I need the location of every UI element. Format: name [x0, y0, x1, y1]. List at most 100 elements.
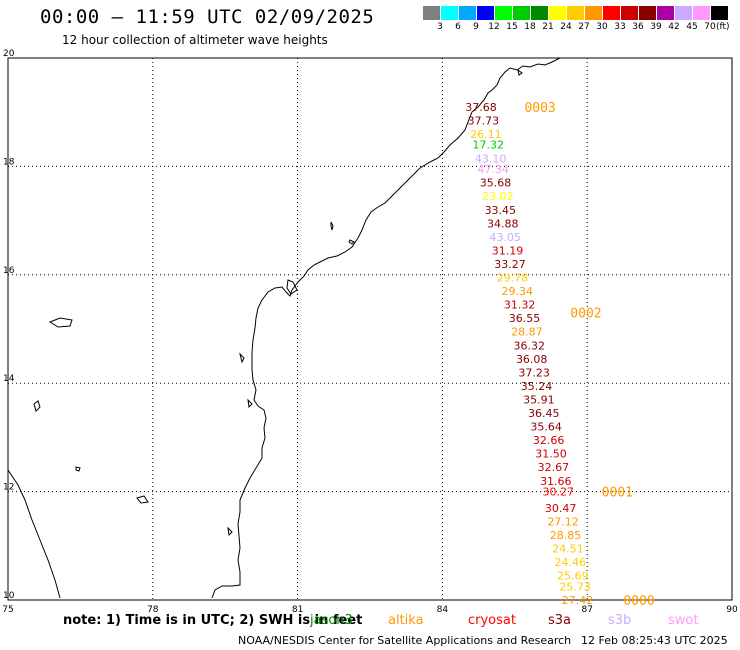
island-west-2	[33, 400, 41, 412]
wave-height-label: 31.32	[504, 299, 536, 312]
scale-label: 70	[704, 22, 716, 32]
y-tick-label: 18	[3, 157, 15, 167]
wave-height-label: 37.23	[518, 366, 550, 379]
wave-height-label: 30.27	[542, 486, 574, 499]
island-1	[330, 221, 334, 231]
wave-height-label: 31.66	[540, 475, 572, 488]
page-subtitle: 12 hour collection of altimeter wave hei…	[62, 33, 328, 47]
wave-height-label: 29.78	[497, 272, 529, 285]
island-west-4	[136, 495, 149, 504]
scale-swatch	[423, 6, 440, 20]
wave-height-label: 35.64	[530, 421, 562, 434]
wave-height-label: 43.10	[475, 152, 507, 165]
wave-height-label: 32.67	[538, 461, 570, 474]
island-7	[517, 68, 523, 76]
scale-unit: (ft)	[716, 22, 730, 32]
wave-height-label: 29.34	[501, 285, 533, 298]
island-6	[227, 526, 233, 537]
track-number-label: 0003	[524, 101, 555, 116]
scale-swatch	[693, 6, 710, 20]
satellite-s3b: s3b	[608, 613, 632, 628]
coastline	[7, 57, 561, 599]
wave-height-label: 31.50	[535, 448, 567, 461]
scale-label: 9	[473, 22, 479, 32]
island-3	[286, 279, 298, 295]
y-tick-label: 20	[3, 49, 15, 59]
scale-label: 42	[668, 22, 680, 32]
scale-label: 33	[614, 22, 626, 32]
wave-height-label: 36.45	[528, 407, 560, 420]
coastline-main	[211, 57, 561, 599]
island-west-3	[75, 466, 81, 472]
wave-height-label: 36.55	[509, 312, 541, 325]
scale-swatch	[477, 6, 494, 20]
wave-height-label: 27.42	[562, 594, 594, 607]
scale-swatch	[441, 6, 458, 20]
scale-swatch	[495, 6, 512, 20]
scale-label: 30	[596, 22, 608, 32]
scale-label: 39	[650, 22, 662, 32]
wave-height-label: 24.51	[552, 543, 584, 556]
wave-height-label: 37.68	[465, 101, 497, 114]
scale-swatch	[585, 6, 602, 20]
scale-label: 36	[632, 22, 644, 32]
island-2	[348, 239, 355, 245]
x-tick-label: 75	[2, 605, 13, 615]
wave-height-label: 35.68	[480, 177, 512, 190]
scale-label: 21	[542, 22, 554, 32]
wave-height-label: 27.12	[547, 515, 579, 528]
wave-height-label: 28.85	[550, 529, 582, 542]
satellite-s3a: s3a	[548, 613, 572, 628]
scale-swatch	[657, 6, 674, 20]
track-number-label: 0002	[570, 307, 601, 322]
wave-height-label: 30.47	[545, 502, 577, 515]
scale-swatch	[567, 6, 584, 20]
wave-height-label: 31.19	[492, 244, 524, 257]
scale-label: 3	[437, 22, 443, 32]
x-tick-label: 84	[437, 605, 449, 615]
wave-height-label: 26.11	[470, 128, 502, 141]
scale-label: 27	[578, 22, 590, 32]
scale-swatch	[675, 6, 692, 20]
page-title: 00:00 — 11:59 UTC 02/09/2025	[40, 6, 375, 28]
wave-height-label: 34.88	[487, 217, 519, 230]
satellite-jason3: jason3	[310, 613, 353, 628]
x-tick-label: 81	[292, 605, 303, 615]
wave-height-label: 33.27	[494, 258, 526, 271]
track-number-label: 0001	[602, 486, 633, 501]
wave-height-label: 32.66	[533, 434, 565, 447]
y-tick-label: 16	[3, 266, 15, 276]
wave-height-label: 28.87	[511, 326, 543, 339]
scale-swatch	[603, 6, 620, 20]
scale-swatch	[513, 6, 530, 20]
wave-height-label: 47.34	[477, 163, 509, 176]
wave-height-label: 23.02	[482, 190, 514, 203]
scale-swatch	[711, 6, 728, 20]
wave-height-points: 37.6837.7326.1117.3243.1047.3435.6823.02…	[465, 101, 593, 607]
island-5	[247, 398, 253, 409]
wave-height-label: 37.73	[468, 114, 500, 127]
satellite-swot: swot	[668, 613, 699, 628]
wave-height-label: 17.32	[473, 139, 505, 152]
satellite-cryosat: cryosat	[468, 613, 516, 628]
scale-label: 24	[560, 22, 572, 32]
track-number-label: 0000	[623, 594, 654, 609]
wave-height-label: 33.45	[485, 204, 517, 217]
wave-height-label: 35.91	[523, 393, 555, 406]
footnote: note: 1) Time is in UTC; 2) SWH is in fe…	[63, 613, 363, 628]
island-4	[239, 352, 245, 364]
scale-swatch	[531, 6, 548, 20]
scale-label: 15	[506, 22, 518, 32]
wave-height-label: 24.46	[555, 556, 587, 569]
y-tick-label: 12	[3, 483, 14, 493]
island-west-1	[48, 317, 73, 328]
x-tick-label: 87	[581, 605, 592, 615]
wave-height-label: 25.69	[557, 570, 589, 583]
y-tick-label: 14	[3, 374, 15, 384]
scale-label: 6	[455, 22, 461, 32]
footer-timestamp: 12 Feb 08:25:43 UTC 2025	[581, 634, 728, 647]
scale-label: 18	[524, 22, 536, 32]
wave-height-label: 43.05	[489, 231, 521, 244]
scale-swatch	[639, 6, 656, 20]
